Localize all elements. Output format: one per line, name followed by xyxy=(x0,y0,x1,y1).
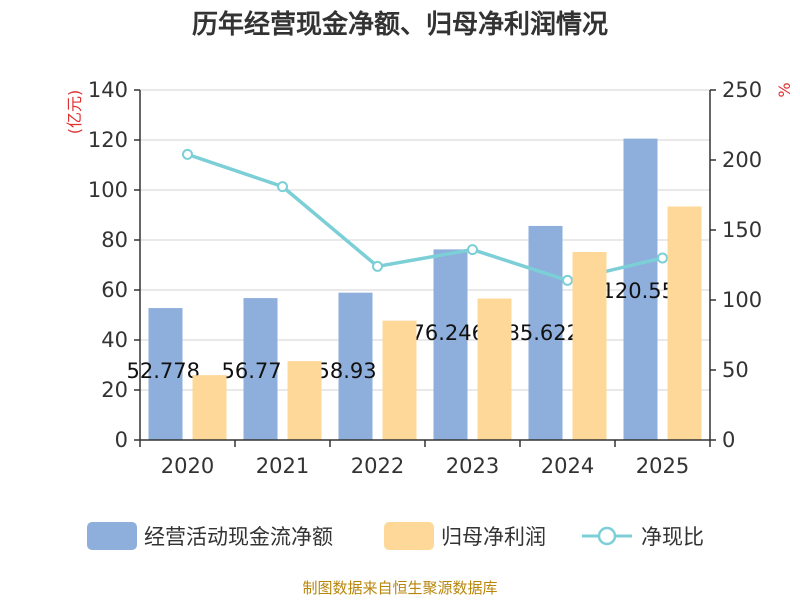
right-axis-tick-label: 0 xyxy=(722,428,735,452)
bar-data-label: 56.77 xyxy=(222,359,282,383)
bar-data-label: 52.778 xyxy=(127,359,200,383)
ratio-point xyxy=(657,252,668,264)
bar-data-label: 58.93 xyxy=(317,359,377,383)
bar-net-profit-overlay xyxy=(477,298,512,440)
chart-title: 历年经营现金净额、归母净利润情况 xyxy=(192,9,608,40)
legend: 经营活动现金流净额 归母净利润 净现比 xyxy=(87,522,704,550)
left-axis-tick-label: 140 xyxy=(88,78,128,102)
right-axis-tick-label: 200 xyxy=(722,148,762,172)
right-axis-tick-label: 250 xyxy=(722,78,762,102)
right-axis-unit: % xyxy=(775,82,794,97)
bar-data-label: 76.246 xyxy=(412,321,485,345)
bar-cash-flow xyxy=(433,249,468,440)
legend-label-ratio: 净现比 xyxy=(641,525,704,549)
left-axis-tick-label: 120 xyxy=(88,128,128,152)
gridlines xyxy=(140,89,710,441)
bar-cash-flow xyxy=(148,308,183,440)
ratio-point xyxy=(562,274,573,286)
left-axis-tick-label: 40 xyxy=(101,328,128,352)
right-axis-tick-label: 150 xyxy=(722,218,762,242)
x-axis-tick-label: 2024 xyxy=(541,454,594,478)
left-axis-tick-label: 0 xyxy=(115,428,128,452)
left-axis-tick-label: 20 xyxy=(101,378,128,402)
left-axis-tick-label: 100 xyxy=(88,178,128,202)
left-axis-tick-label: 60 xyxy=(101,278,128,302)
axes: 0 20 40 60 80 100 120 140 0 50 100 150 200 250 2020 202… xyxy=(88,78,762,478)
ratio-point xyxy=(182,148,193,160)
ratio-point xyxy=(277,181,288,193)
legend-label-cash: 经营活动现金流净额 xyxy=(144,525,333,549)
left-axis-unit: (亿元) xyxy=(65,90,84,135)
data-source-note: 制图数据来自恒生聚源数据库 xyxy=(302,579,497,597)
bar-cash-flow xyxy=(623,138,658,440)
right-axis-tick-label: 50 xyxy=(722,358,749,382)
bar-data-label: 85.622 xyxy=(507,321,580,345)
bar-data-label: 120.55 xyxy=(602,279,675,303)
bar-net-profit-overlay xyxy=(382,320,417,440)
x-axis-tick-label: 2021 xyxy=(256,454,309,478)
x-axis-tick-label: 2023 xyxy=(446,454,499,478)
x-axis-tick-label: 2022 xyxy=(351,454,404,478)
right-axis-tick-label: 100 xyxy=(722,288,762,312)
x-axis-tick-label: 2020 xyxy=(161,454,214,478)
legend-swatch-cash xyxy=(87,522,137,550)
legend-marker-ratio xyxy=(597,526,617,546)
legend-swatch-profit xyxy=(384,522,434,550)
x-axis-tick-label: 2025 xyxy=(636,454,689,478)
bar-net-profit-overlay xyxy=(572,252,607,440)
ratio-point xyxy=(467,244,478,256)
bar-net-profit-overlay xyxy=(192,375,227,440)
bar-cash-flow xyxy=(243,298,278,440)
legend-label-profit: 归母净利润 xyxy=(441,525,546,549)
bar-cash-flow xyxy=(338,292,373,440)
bar-net-profit-overlay xyxy=(287,361,322,440)
left-axis-tick-label: 80 xyxy=(101,228,128,252)
data-labels: 52.778 56.77 58.93 76.246 85.622 120.55 xyxy=(127,206,702,440)
bar-net-profit-overlay xyxy=(667,206,702,440)
ratio-point xyxy=(372,260,383,272)
bar-cash-flow xyxy=(528,225,563,440)
